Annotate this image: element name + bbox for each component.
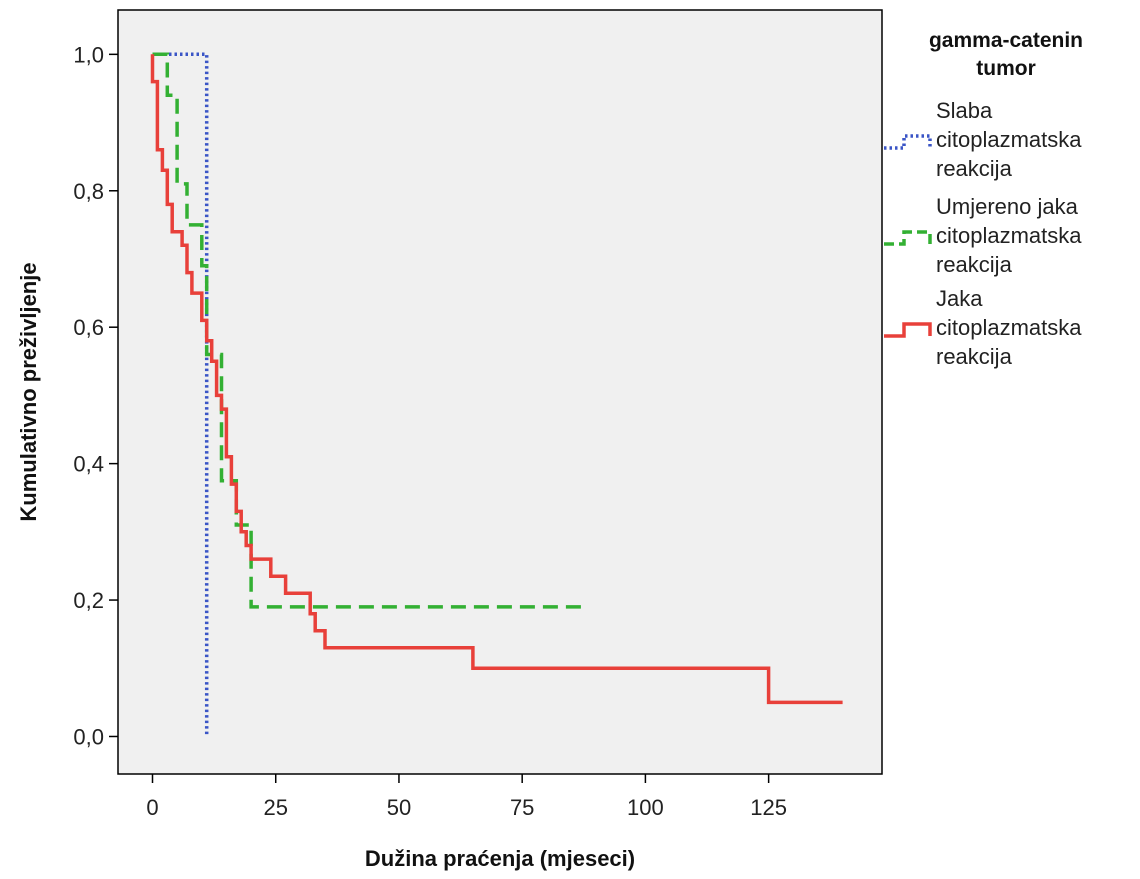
series-line-0 [152,52,209,737]
legend-label-1-line-2: reakcija [936,252,1013,277]
legend-symbol-1 [884,230,932,246]
legend-label-2-line-2: reakcija [936,344,1013,369]
series-line-2 [150,54,843,705]
legend-label-1-line-0: Umjereno jaka [936,194,1079,219]
y-tick-label-2: 0,4 [73,452,104,477]
y-tick-label-5: 1,0 [73,42,104,67]
x-tick-label-5: 125 [750,795,787,820]
y-tick-label-1: 0,2 [73,588,104,613]
plot-marks [150,52,843,737]
y-axis-label: Kumulativno preživljenje [16,262,41,521]
y-axis-ticks: 0,0 0,2 0,4 0,6 0,8 1,0 [73,42,118,749]
legend-label-2-line-0: Jaka [936,286,983,311]
x-tick-label-3: 75 [510,795,534,820]
x-tick-label-4: 100 [627,795,664,820]
legend-title-line-1: gamma-catenin [929,29,1083,52]
x-axis-label: Dužina praćenja (mjeseci) [365,846,635,871]
legend-label-2-line-1: citoplazmatska [936,315,1082,340]
legend-label-0-line-2: reakcija [936,156,1013,181]
legend-label-1-line-1: citoplazmatska [936,223,1082,248]
legend-symbol-2 [884,322,932,338]
x-axis-ticks: 0 25 50 75 100 125 [146,774,787,820]
legend-title-line-2: tumor [976,57,1036,80]
legend: gamma-catenin tumor Slaba citoplazmatska r… [884,29,1083,369]
legend-symbol-0 [884,134,932,150]
plot-area [117,9,883,775]
legend-label-0-line-0: Slaba [936,98,993,123]
series-line-1 [152,52,587,609]
legend-items: Slaba citoplazmatska reakcija Umjereno jaka… [884,98,1082,369]
y-tick-label-0: 0,0 [73,724,104,749]
y-tick-label-4: 0,8 [73,179,104,204]
x-tick-label-0: 0 [146,795,158,820]
x-tick-label-1: 25 [263,795,287,820]
legend-label-0-line-1: citoplazmatska [936,127,1082,152]
y-tick-label-3: 0,6 [73,315,104,340]
x-tick-label-2: 50 [387,795,411,820]
